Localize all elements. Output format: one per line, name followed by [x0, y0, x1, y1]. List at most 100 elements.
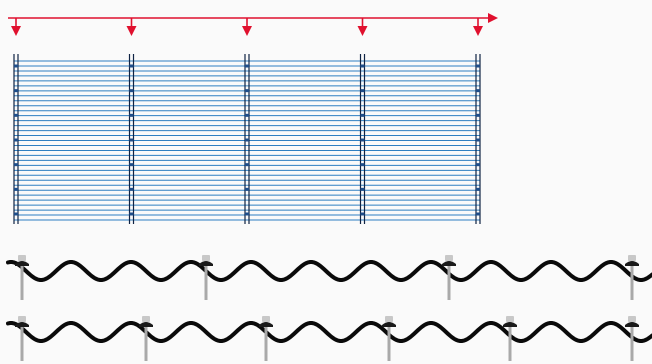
screw-washer — [139, 322, 153, 327]
self-tapping-screw-icon — [199, 255, 213, 300]
load-direction-arrow-icon — [473, 26, 483, 36]
fastener-dot — [129, 187, 134, 191]
corrugated-profiles-group — [6, 255, 652, 361]
screw-head — [385, 316, 393, 322]
corrugated-profile-row-1 — [6, 255, 652, 300]
screw-head — [18, 316, 26, 322]
screw-shaft — [508, 321, 512, 361]
screw-shaft — [447, 260, 451, 300]
self-tapping-screw-icon — [442, 255, 456, 300]
fastener-dot — [476, 138, 480, 142]
fastener-dot — [245, 138, 249, 142]
fastener-dot — [476, 212, 480, 216]
self-tapping-screw-icon — [259, 316, 273, 361]
screw-head — [445, 255, 453, 261]
sheet-profile-wave — [6, 260, 652, 282]
load-arrow-2 — [126, 18, 137, 36]
fastener-dot — [129, 138, 134, 142]
screw-shaft — [204, 260, 208, 300]
fastener-dot — [14, 138, 18, 142]
screw-head — [628, 255, 636, 261]
fastener-dot — [129, 64, 134, 68]
screw-head — [142, 316, 150, 322]
fastener-dot — [14, 187, 18, 191]
screw-shaft — [387, 321, 391, 361]
screw-shaft — [20, 260, 24, 300]
fastener-dot — [360, 113, 365, 117]
screw-washer — [382, 322, 396, 327]
load-arrows-group — [8, 13, 498, 36]
self-tapping-screw-icon — [625, 316, 639, 361]
screw-shaft — [144, 321, 148, 361]
screw-shaft — [20, 321, 24, 361]
fastener-dot — [129, 212, 134, 216]
arrow-head-right-icon — [488, 13, 498, 23]
load-direction-arrow-icon — [242, 26, 252, 36]
fastener-dot — [14, 163, 18, 167]
sheet-panel-plan — [13, 54, 481, 224]
load-arrow-1 — [11, 18, 21, 36]
fastener-dot — [14, 113, 18, 117]
fastener-dot — [245, 163, 249, 167]
screw-head — [18, 255, 26, 261]
support-purlin-3 — [244, 54, 250, 224]
sheet-profile-wave — [6, 321, 652, 343]
load-arrow-3 — [242, 18, 252, 36]
fastener-dot — [360, 89, 365, 93]
screw-washer — [199, 261, 213, 266]
fastener-dot — [476, 89, 480, 93]
self-tapping-screw-icon — [503, 316, 517, 361]
fastener-dot — [360, 138, 365, 142]
fastener-dot — [129, 163, 134, 167]
support-purlin-5 — [475, 54, 481, 224]
fastener-dot — [245, 64, 249, 68]
fastener-dot — [476, 163, 480, 167]
fastener-dot — [14, 89, 18, 93]
fastener-dot — [360, 64, 365, 68]
self-tapping-screw-icon — [139, 316, 153, 361]
fastener-dot — [245, 212, 249, 216]
fastener-dot — [14, 64, 18, 68]
screw-washer — [259, 322, 273, 327]
screw-washer — [442, 261, 456, 266]
support-purlin-4 — [359, 54, 366, 224]
screw-washer — [15, 261, 29, 266]
screw-head — [262, 316, 270, 322]
fastener-dot — [14, 212, 18, 216]
screw-washer — [625, 322, 639, 327]
fastener-dot — [129, 113, 134, 117]
self-tapping-screw-icon — [15, 316, 29, 361]
fastener-dot — [129, 89, 134, 93]
screw-head — [506, 316, 514, 322]
load-arrow-5 — [473, 18, 483, 36]
load-arrow-4 — [357, 18, 368, 36]
fastener-dot — [360, 212, 365, 216]
fastener-dot — [360, 163, 365, 167]
screw-shaft — [630, 260, 634, 300]
fastener-dot — [245, 89, 249, 93]
fastener-dot — [476, 64, 480, 68]
load-direction-arrow-icon — [126, 26, 137, 36]
screw-shaft — [630, 321, 634, 361]
screw-head — [628, 316, 636, 322]
corrugated-profile-row-2 — [6, 316, 652, 361]
self-tapping-screw-icon — [382, 316, 396, 361]
fastener-dot — [476, 113, 480, 117]
load-direction-arrow-icon — [11, 26, 21, 36]
screw-head — [202, 255, 210, 261]
self-tapping-screw-icon — [625, 255, 639, 300]
screw-washer — [625, 261, 639, 266]
load-direction-arrow-icon — [357, 26, 368, 36]
screw-shaft — [264, 321, 268, 361]
screw-washer — [15, 322, 29, 327]
screw-washer — [503, 322, 517, 327]
fastener-dot — [245, 187, 249, 191]
support-purlin-1 — [13, 54, 19, 224]
self-tapping-screw-icon — [15, 255, 29, 300]
fastener-dot — [360, 187, 365, 191]
fastener-dot — [476, 187, 480, 191]
fastener-dot — [245, 113, 249, 117]
support-purlin-2 — [128, 54, 135, 224]
